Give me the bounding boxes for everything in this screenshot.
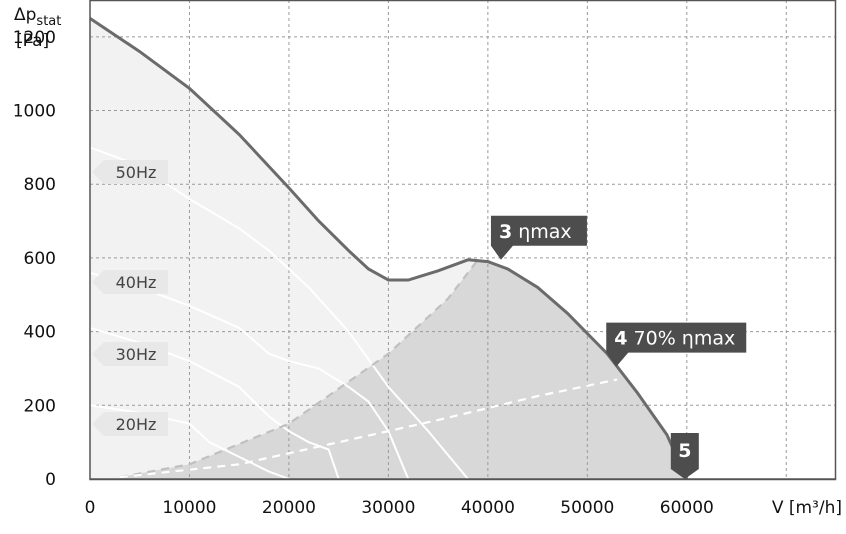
- freq-curve-40hz: [89, 271, 410, 480]
- op-curve-3: [119, 259, 479, 479]
- marker-badge: [670, 433, 699, 479]
- y-tick-label: 600: [24, 249, 56, 269]
- x-tick-label: 60000: [660, 498, 714, 518]
- hz-label-20hz: 20Hz: [92, 412, 168, 436]
- y-axis-label-main: Δp: [14, 5, 36, 25]
- x-tick-label: 20000: [262, 498, 316, 518]
- y-axis-label-sub: stat: [36, 14, 61, 29]
- hz-label-text: 30Hz: [116, 345, 157, 364]
- hz-label-badge: [92, 160, 168, 184]
- operating-point-marker-5: 5: [670, 433, 699, 479]
- marker-label: 4 70% ηmax: [614, 328, 735, 350]
- y-tick-label: 200: [24, 396, 56, 416]
- hz-label-40hz: 40Hz: [92, 270, 168, 294]
- operating-point-marker-4: 4 70% ηmax: [606, 322, 747, 367]
- x-tick-label: 10000: [162, 498, 216, 518]
- y-tick-label: 800: [24, 175, 56, 195]
- y-tick-label: 1200: [13, 28, 56, 48]
- y-axis-unit: [Pa]: [16, 31, 49, 51]
- max-curve: [89, 17, 689, 480]
- hz-label-30hz: 30Hz: [92, 342, 168, 366]
- marker-number: 5: [678, 440, 691, 462]
- y-tick-label: 1000: [13, 102, 56, 122]
- marker-badge: [606, 322, 747, 367]
- marker-text: ηmax: [512, 221, 571, 243]
- y-tick-label: 0: [45, 470, 56, 490]
- operating-area-optimal: [119, 259, 687, 479]
- hz-label-text: 20Hz: [116, 415, 157, 434]
- marker-number: 3: [499, 221, 512, 243]
- hz-label-badge: [92, 412, 168, 436]
- marker-text: 70% ηmax: [627, 328, 735, 350]
- x-tick-label: 40000: [461, 498, 515, 518]
- operating-point-marker-3: 3 ηmax: [490, 215, 587, 260]
- x-tick-label: 0: [85, 498, 96, 518]
- op-curve-4: [119, 378, 618, 479]
- marker-label: 3 ηmax: [499, 221, 572, 243]
- y-axis-label: Δpstat: [14, 5, 61, 29]
- x-tick-label: 30000: [361, 498, 415, 518]
- hz-label-badge: [92, 342, 168, 366]
- hz-label-text: 40Hz: [116, 273, 157, 292]
- hz-label-badge: [92, 270, 168, 294]
- hz-label-text: 50Hz: [116, 163, 157, 182]
- hz-label-50hz: 50Hz: [92, 160, 168, 184]
- x-tick-label: 50000: [560, 498, 614, 518]
- x-axis-label: V [m³/h]: [772, 498, 842, 518]
- marker-number: 4: [614, 328, 627, 350]
- marker-badge: [490, 215, 587, 260]
- y-tick-label: 400: [24, 323, 56, 343]
